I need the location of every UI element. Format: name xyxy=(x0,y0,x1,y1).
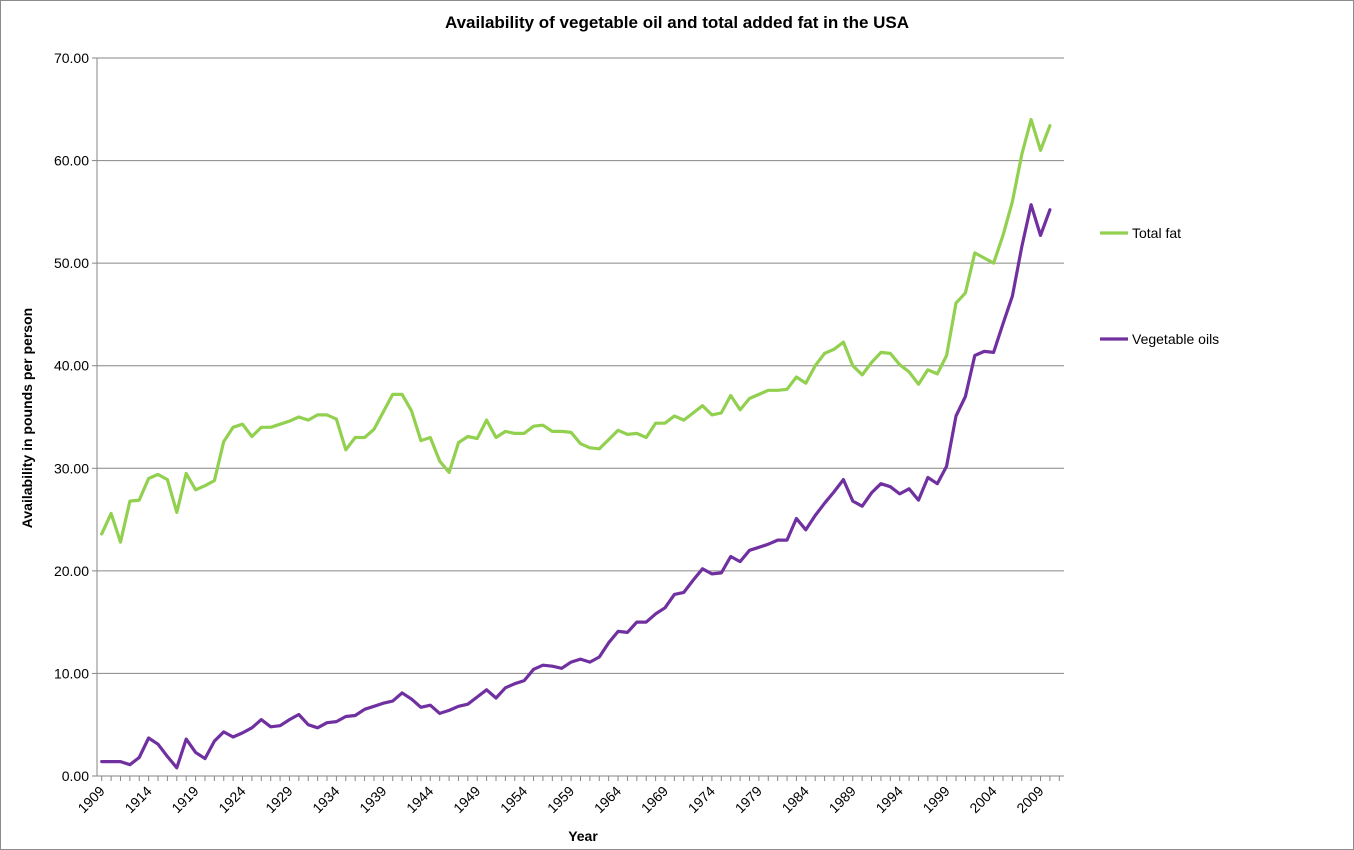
y-tick-label: 20.00 xyxy=(54,563,89,579)
x-tick-label: 1919 xyxy=(168,783,201,816)
y-tick-label: 10.00 xyxy=(54,665,89,681)
x-tick-label: 1944 xyxy=(403,783,436,816)
x-tick-label: 1994 xyxy=(872,783,905,816)
x-tick-label: 1954 xyxy=(497,783,530,816)
x-tick-label: 1999 xyxy=(919,783,952,816)
gridlines xyxy=(97,57,1064,674)
x-tick-label: 2004 xyxy=(966,783,999,816)
chart-title: Availability of vegetable oil and total … xyxy=(445,13,909,32)
x-tick-label: 1974 xyxy=(685,783,718,816)
series-line-vegetable-oils xyxy=(100,203,1052,770)
legend-label: Total fat xyxy=(1132,225,1181,241)
x-tick-label: 1959 xyxy=(544,783,577,816)
y-axis-ticks: 0.00 10.00 20.00 30.00 40.00 50.00 60.00 70.00 xyxy=(54,50,97,784)
x-tick-label: 1984 xyxy=(779,783,812,816)
y-tick-label: 60.00 xyxy=(54,153,89,169)
x-tick-label: 2009 xyxy=(1013,783,1046,816)
x-tick-label: 1964 xyxy=(591,783,624,816)
y-tick-label: 0.00 xyxy=(62,768,89,784)
x-tick-label: 1909 xyxy=(74,783,107,816)
legend-label: Vegetable oils xyxy=(1132,331,1219,347)
x-tick-label: 1969 xyxy=(638,783,671,816)
x-tick-label: 1979 xyxy=(732,783,765,816)
x-axis-ticks: 1909 1914 1919 1924 1929 1934 1939 1944 1949 1954… xyxy=(74,776,1060,816)
x-tick-label: 1949 xyxy=(450,783,483,816)
series-lines xyxy=(100,117,1052,770)
x-axis-title: Year xyxy=(568,828,598,844)
y-tick-label: 30.00 xyxy=(54,460,89,476)
x-tick-label: 1934 xyxy=(309,783,342,816)
y-tick-label: 50.00 xyxy=(54,255,89,271)
legend: Total fat Vegetable oils xyxy=(1100,225,1219,347)
y-tick-label: 40.00 xyxy=(54,358,89,374)
y-tick-label: 70.00 xyxy=(54,50,89,66)
x-tick-label: 1924 xyxy=(215,783,248,816)
x-tick-label: 1939 xyxy=(356,783,389,816)
x-tick-label: 1929 xyxy=(262,783,295,816)
axes xyxy=(96,58,1064,777)
y-axis-title: Availability in pounds per person xyxy=(19,308,35,528)
x-tick-label: 1989 xyxy=(826,783,859,816)
x-tick-label: 1914 xyxy=(121,783,154,816)
series-line-total-fat xyxy=(100,117,1052,544)
